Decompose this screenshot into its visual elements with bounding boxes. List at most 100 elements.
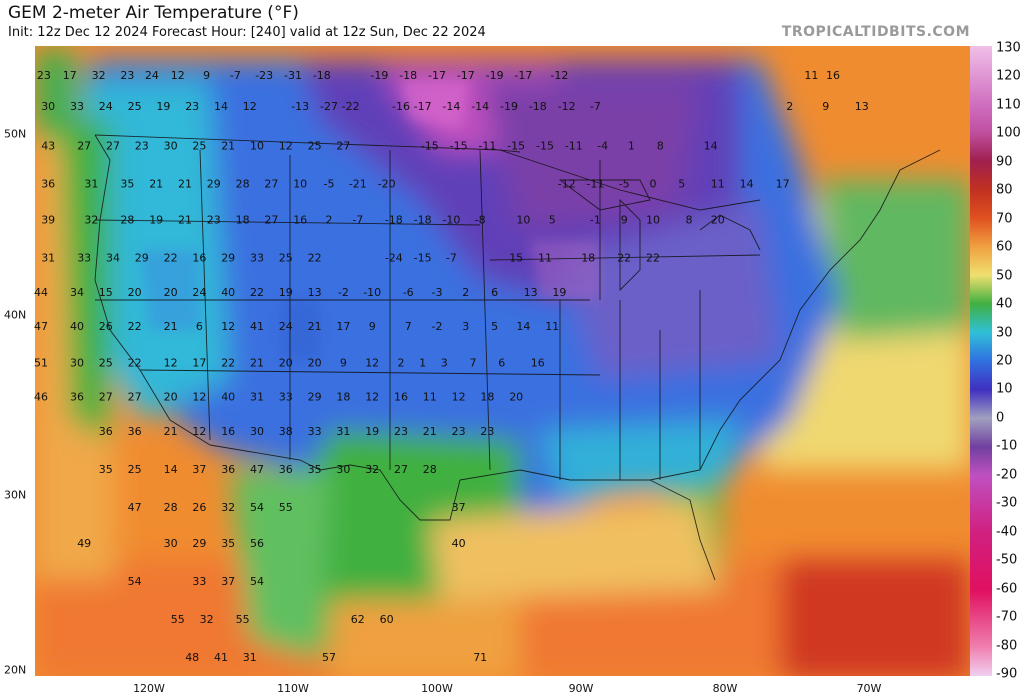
temperature-value: 44 <box>34 286 48 299</box>
temperature-value: 5 <box>549 214 556 227</box>
temperature-value: 2 <box>462 286 469 299</box>
temperature-value: 9 <box>340 356 347 369</box>
header: GEM 2-meter Air Temperature (°F) Init: 1… <box>0 0 1024 46</box>
temperature-value: 19 <box>279 286 293 299</box>
temperature-value: 6 <box>196 320 203 333</box>
temperature-value: 34 <box>70 286 84 299</box>
temperature-value: 23 <box>207 214 221 227</box>
temperature-value: 46 <box>34 391 48 404</box>
temperature-value: -19 <box>486 69 504 82</box>
temperature-value: 30 <box>70 356 84 369</box>
temperature-value: 25 <box>99 356 113 369</box>
temperature-value: 55 <box>236 613 250 626</box>
temperature-value: 33 <box>279 391 293 404</box>
temperature-value: 9 <box>203 69 210 82</box>
temperature-value: -16 <box>392 100 410 113</box>
temperature-value: 51 <box>34 356 48 369</box>
temperature-value: 3 <box>441 356 448 369</box>
temperature-value: -10 <box>442 214 460 227</box>
temperature-value: 31 <box>336 425 350 438</box>
temperature-value: 27 <box>106 140 120 153</box>
temperature-value: 16 <box>192 252 206 265</box>
temperature-value: 20 <box>308 356 322 369</box>
temperature-value: 19 <box>552 286 566 299</box>
temperature-value: 30 <box>41 100 55 113</box>
temperature-value: -15 <box>414 252 432 265</box>
temperature-value: 21 <box>164 320 178 333</box>
temperature-value: 18 <box>480 391 494 404</box>
temperature-value: 12 <box>192 425 206 438</box>
temperature-value: 16 <box>826 69 840 82</box>
colorbar-tick-label: 0 <box>996 410 1005 426</box>
temperature-value: 37 <box>192 463 206 476</box>
temperature-value: 30 <box>164 537 178 550</box>
temperature-value: 28 <box>120 214 134 227</box>
colorbar-tick-label: -30 <box>996 495 1018 511</box>
colorbar-tick-label: 90 <box>996 154 1013 170</box>
temperature-value: 54 <box>250 575 264 588</box>
temperature-value: -14 <box>471 100 489 113</box>
temperature-value: 26 <box>99 320 113 333</box>
temperature-value: -19 <box>370 69 388 82</box>
temperature-value: 47 <box>128 501 142 514</box>
temperature-value: 2 <box>786 100 793 113</box>
temperature-value: 12 <box>192 391 206 404</box>
temperature-value: 38 <box>279 425 293 438</box>
temperature-value: 20 <box>164 286 178 299</box>
temperature-value: 15 <box>509 252 523 265</box>
colorbar-tick-label: 40 <box>996 296 1013 312</box>
temperature-value: 11 <box>804 69 818 82</box>
temperature-value: 36 <box>99 425 113 438</box>
colorbar-tick-label: 20 <box>996 353 1013 369</box>
temperature-value: 30 <box>336 463 350 476</box>
temperature-value: 35 <box>99 463 113 476</box>
longitude-label: 100W <box>421 682 453 695</box>
temperature-value: 33 <box>77 252 91 265</box>
temperature-value: 22 <box>128 320 142 333</box>
colorbar-tick-label: 70 <box>996 211 1013 227</box>
temperature-value: 22 <box>617 252 631 265</box>
temperature-value: 21 <box>178 214 192 227</box>
temperature-value: 35 <box>221 537 235 550</box>
temperature-value: 27 <box>336 140 350 153</box>
temperature-value: 29 <box>221 252 235 265</box>
temperature-labels: 23 17 32 23 24 12 9 -7 -23 -31 -18 -19 -18 -17 -17 -19-… <box>34 69 869 664</box>
temperature-value: 11 <box>538 252 552 265</box>
colorbar-tick-label: -70 <box>996 609 1018 625</box>
temperature-value: 40 <box>70 320 84 333</box>
temperature-value: -13 <box>291 100 309 113</box>
temperature-value: 1 <box>628 140 635 153</box>
temperature-value: 16 <box>531 356 545 369</box>
colorbar-tick-label: 110 <box>996 97 1021 113</box>
temperature-value: 27 <box>99 391 113 404</box>
temperature-value: 32 <box>221 501 235 514</box>
temperature-value: 26 <box>192 501 206 514</box>
temperature-value: -11 <box>478 140 496 153</box>
temperature-value: 60 <box>380 613 394 626</box>
temperature-value: -8 <box>475 214 486 227</box>
colorbar-scale <box>970 46 992 676</box>
temperature-value: -2 <box>338 286 349 299</box>
temperature-value: 36 <box>128 425 142 438</box>
temperature-value: 41 <box>214 651 228 664</box>
temperature-value: 47 <box>34 320 48 333</box>
colorbar-tick-label: 130 <box>996 40 1021 56</box>
page-title: GEM 2-meter Air Temperature (°F) <box>8 3 299 23</box>
colorbar-tick-label: -10 <box>996 438 1018 454</box>
temperature-value: 20 <box>509 391 523 404</box>
temperature-value: 14 <box>516 320 530 333</box>
temperature-value: 14 <box>740 178 754 191</box>
temperature-value: 22 <box>250 286 264 299</box>
colorbar-tick-label: -20 <box>996 467 1018 483</box>
temperature-value: -18 <box>385 214 403 227</box>
temperature-value: 11 <box>711 178 725 191</box>
temperature-value: 13 <box>524 286 538 299</box>
temperature-value: 13 <box>308 286 322 299</box>
temperature-value: 21 <box>308 320 322 333</box>
temperature-value: 16 <box>394 391 408 404</box>
temperature-value: 34 <box>106 252 120 265</box>
temperature-value: 23 <box>135 140 149 153</box>
temperature-value: 40 <box>221 286 235 299</box>
temperature-value: 29 <box>207 178 221 191</box>
